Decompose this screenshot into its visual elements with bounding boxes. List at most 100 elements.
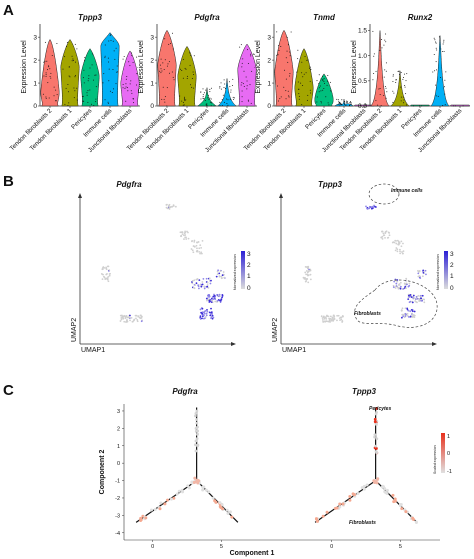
violin-point bbox=[205, 103, 207, 105]
umap-point bbox=[193, 239, 196, 242]
violin-point bbox=[323, 88, 325, 90]
trajectory-cell bbox=[207, 490, 211, 494]
umap-point bbox=[331, 318, 334, 321]
violin-point bbox=[161, 70, 163, 72]
violin-point bbox=[301, 72, 303, 74]
umap-point bbox=[191, 280, 194, 282]
umap-point bbox=[415, 295, 418, 298]
violin-point bbox=[310, 68, 312, 70]
violin-point bbox=[246, 85, 248, 87]
trajectory-cell bbox=[373, 435, 376, 439]
violin-point bbox=[46, 60, 48, 62]
violin-point bbox=[392, 80, 394, 82]
umap-point bbox=[203, 285, 206, 288]
umap-point bbox=[168, 206, 171, 209]
violin-point bbox=[297, 58, 299, 60]
violin-point bbox=[440, 48, 442, 50]
umap-point bbox=[399, 287, 402, 290]
umap-point bbox=[397, 242, 400, 244]
violin-point bbox=[301, 104, 303, 106]
trajectory-cell bbox=[316, 519, 319, 523]
violin-point bbox=[239, 46, 241, 48]
violin-point bbox=[115, 83, 117, 85]
umap-point bbox=[184, 230, 187, 233]
trajectory-cell bbox=[373, 417, 377, 421]
umap-point bbox=[341, 315, 344, 318]
violin-point bbox=[242, 83, 244, 85]
violin-point bbox=[454, 105, 456, 107]
violin-point bbox=[284, 69, 286, 71]
violin-point bbox=[318, 74, 320, 76]
violin-point bbox=[433, 54, 435, 56]
umap-point bbox=[339, 319, 341, 322]
umap-point bbox=[183, 238, 185, 240]
violin-point bbox=[230, 91, 232, 93]
umap-point bbox=[216, 301, 218, 303]
violin-point bbox=[112, 40, 114, 42]
violin-point bbox=[296, 71, 298, 73]
trajectory-cell bbox=[335, 506, 339, 510]
violin-title: Runx2 bbox=[408, 13, 433, 22]
umap-point bbox=[100, 273, 103, 275]
trajectory-ticks: -4 -3 -2 -1 0 1 2 3 bbox=[115, 409, 124, 537]
violin-point bbox=[163, 98, 165, 100]
violin-point bbox=[173, 79, 175, 81]
violin-point bbox=[73, 97, 75, 99]
umap-right-xlabel: UMAP1 bbox=[282, 347, 306, 354]
violin-shape bbox=[177, 45, 197, 107]
umap-point bbox=[373, 204, 375, 207]
trajectory-cell bbox=[193, 443, 197, 447]
violin-point bbox=[373, 55, 375, 57]
umap-point bbox=[203, 310, 206, 313]
violin-point bbox=[207, 94, 209, 96]
umap-point bbox=[365, 205, 367, 208]
umap-point bbox=[331, 316, 334, 319]
violin-point bbox=[233, 97, 235, 99]
umap-left-ylabel: UMAP2 bbox=[71, 318, 78, 342]
violin-point bbox=[88, 75, 90, 77]
umap-point bbox=[213, 293, 215, 296]
violin-point bbox=[226, 98, 228, 100]
violin-point bbox=[224, 88, 226, 90]
violin-point bbox=[298, 93, 300, 95]
umap-point bbox=[101, 278, 104, 281]
trajectory-x-tick-label: 0 bbox=[151, 544, 154, 550]
violin-point bbox=[111, 92, 113, 93]
umap-point bbox=[119, 320, 122, 322]
umap-point bbox=[322, 315, 325, 318]
umap-point bbox=[196, 278, 199, 280]
violin-ylabel: Expression Level bbox=[255, 40, 262, 94]
violin-point bbox=[163, 68, 165, 70]
trajectory-legend-tick-m1: -1 bbox=[447, 469, 452, 475]
umap-point bbox=[322, 319, 324, 321]
violin-point bbox=[191, 78, 193, 80]
violin-point bbox=[95, 98, 97, 100]
violin-point bbox=[83, 69, 85, 71]
violin-point bbox=[345, 104, 347, 106]
violin-point bbox=[280, 46, 282, 48]
violin-point bbox=[320, 90, 322, 92]
violin-point bbox=[398, 74, 400, 76]
violin-point bbox=[160, 68, 162, 70]
violin-point bbox=[122, 58, 124, 60]
violin-point bbox=[285, 57, 287, 59]
umap-point bbox=[191, 240, 193, 243]
trajectory-cell bbox=[314, 517, 318, 521]
umap-point bbox=[197, 285, 200, 288]
umap-point bbox=[420, 295, 422, 298]
violin-point bbox=[73, 87, 75, 89]
umap-point bbox=[133, 319, 135, 321]
violin-point bbox=[193, 87, 195, 89]
umap-point bbox=[195, 282, 198, 285]
violin-shape bbox=[274, 29, 294, 107]
umap-left-legend-gradient bbox=[241, 251, 245, 289]
umap-point bbox=[413, 310, 416, 313]
violin-point bbox=[298, 95, 300, 97]
violin-point bbox=[181, 69, 183, 71]
umap-point bbox=[368, 207, 371, 210]
trajectory-cell bbox=[195, 437, 199, 441]
violin-point bbox=[53, 95, 55, 97]
trajectory-cell bbox=[348, 494, 352, 498]
umap-point bbox=[411, 310, 414, 313]
trajectory-cell bbox=[218, 501, 222, 505]
